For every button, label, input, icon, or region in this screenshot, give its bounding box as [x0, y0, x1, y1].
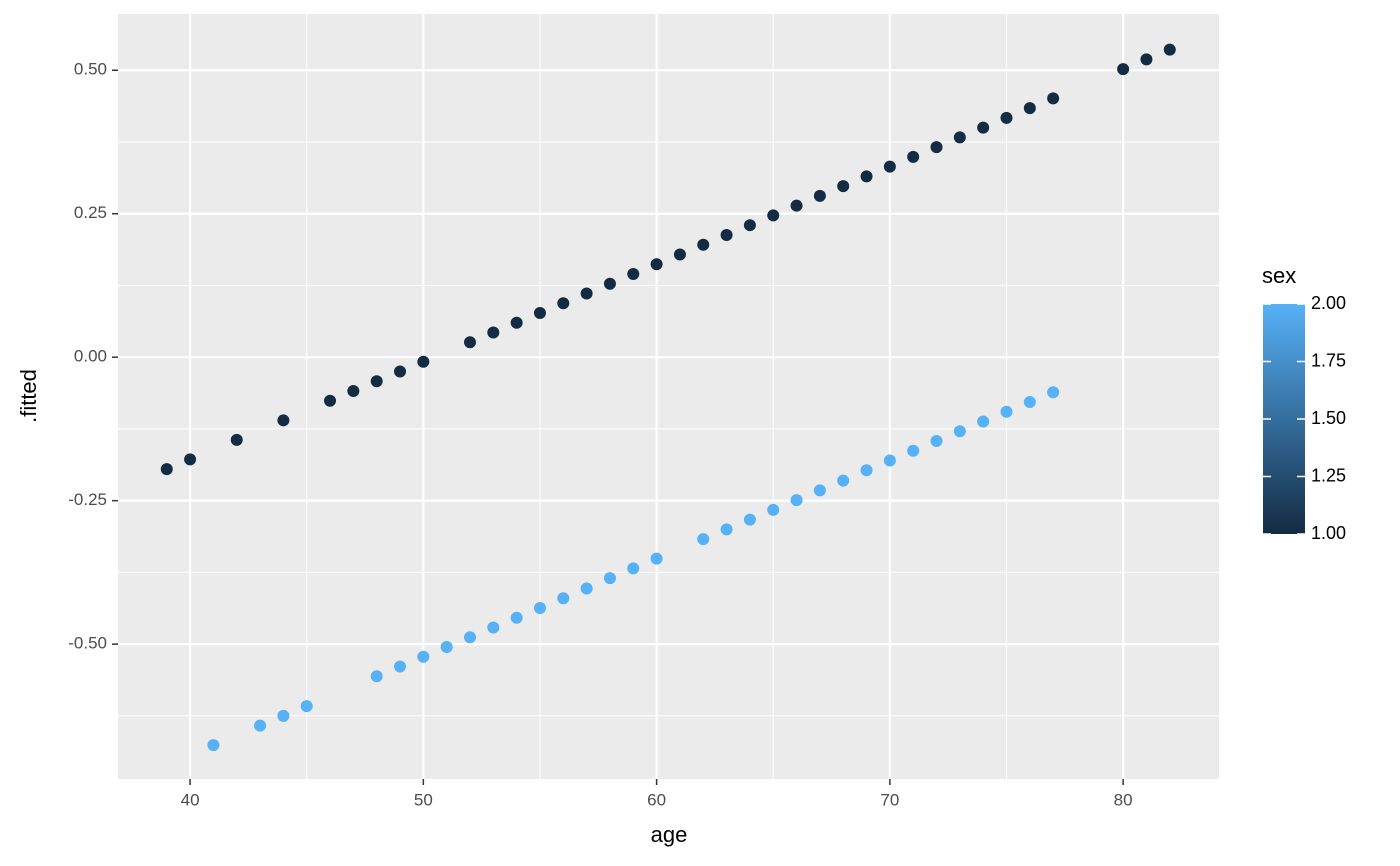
point: [533, 601, 546, 614]
point: [463, 336, 476, 349]
y-tick-label: -0.25: [68, 490, 107, 509]
point: [907, 444, 920, 457]
point: [650, 258, 663, 271]
point: [370, 375, 383, 388]
point: [603, 572, 616, 585]
point: [487, 326, 500, 339]
point: [557, 592, 570, 605]
point: [1047, 386, 1060, 399]
point: [813, 189, 826, 202]
point: [160, 463, 173, 476]
point: [953, 425, 966, 438]
point: [1000, 405, 1013, 418]
point: [813, 484, 826, 497]
point: [627, 267, 640, 280]
point: [930, 434, 943, 447]
colorbar-label: 1.25: [1311, 465, 1346, 485]
point: [860, 170, 873, 183]
point: [277, 709, 290, 722]
point: [324, 394, 337, 407]
point: [837, 180, 850, 193]
point: [510, 316, 523, 329]
point: [907, 150, 920, 163]
colorbar-label: 1.50: [1311, 408, 1346, 428]
point: [720, 523, 733, 536]
point: [650, 552, 663, 565]
y-tick-label: 0.50: [74, 60, 107, 79]
point: [883, 160, 896, 173]
point: [627, 562, 640, 575]
point: [230, 433, 243, 446]
x-axis-title: age: [651, 822, 688, 847]
y-tick-label: 0.25: [74, 203, 107, 222]
point: [720, 228, 733, 241]
point: [1117, 63, 1130, 76]
point: [603, 277, 616, 290]
point: [1023, 395, 1036, 408]
point: [300, 700, 313, 713]
point: [510, 611, 523, 624]
point: [487, 621, 500, 634]
point: [837, 474, 850, 487]
point: [347, 385, 360, 398]
point: [1140, 53, 1153, 66]
point: [533, 306, 546, 319]
point: [440, 641, 453, 654]
point: [743, 513, 756, 526]
point: [1163, 43, 1176, 56]
x-tick-label: 80: [1114, 790, 1133, 809]
point: [254, 719, 267, 732]
point: [394, 660, 407, 673]
colorbar-label: 1.00: [1311, 523, 1346, 543]
y-tick-label: 0.00: [74, 347, 107, 366]
point: [767, 503, 780, 516]
point: [463, 631, 476, 644]
y-tick-label: -0.50: [68, 634, 107, 653]
colorbar-label: 1.75: [1311, 350, 1346, 370]
point: [697, 238, 710, 251]
y-axis-title: .fitted: [16, 369, 41, 423]
legend-title: sex: [1262, 263, 1296, 288]
point: [860, 464, 873, 477]
x-tick-label: 70: [880, 790, 899, 809]
point: [1000, 111, 1013, 124]
point: [673, 248, 686, 261]
point: [883, 454, 896, 467]
point: [977, 415, 990, 428]
x-tick-label: 40: [181, 790, 200, 809]
point: [790, 494, 803, 507]
points: [160, 43, 1176, 752]
point: [370, 670, 383, 683]
point: [1023, 102, 1036, 115]
point: [790, 199, 803, 212]
colorbar-label: 2.00: [1311, 293, 1346, 313]
point: [417, 650, 430, 663]
x-tick-label: 60: [647, 790, 666, 809]
point: [557, 297, 570, 310]
point: [697, 533, 710, 546]
point: [394, 365, 407, 378]
point: [743, 219, 756, 232]
point: [767, 209, 780, 222]
point: [184, 453, 197, 466]
point: [953, 131, 966, 144]
point: [417, 355, 430, 368]
point: [580, 287, 593, 300]
point: [580, 582, 593, 595]
x-tick-label: 50: [414, 790, 433, 809]
point: [207, 739, 220, 752]
point: [1047, 92, 1060, 105]
point: [277, 414, 290, 427]
point: [977, 121, 990, 134]
point: [930, 141, 943, 154]
